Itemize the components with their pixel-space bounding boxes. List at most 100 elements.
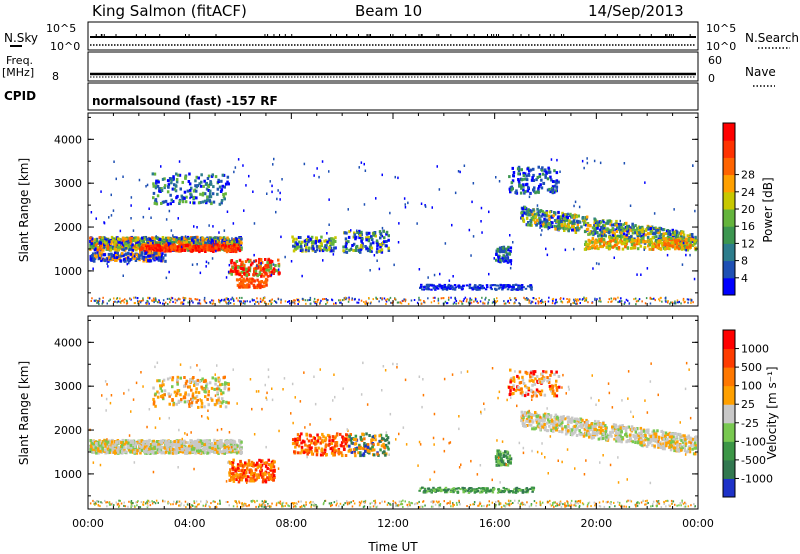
echo-cell bbox=[149, 239, 152, 243]
echo-cell bbox=[413, 299, 416, 301]
echo-cell bbox=[226, 298, 229, 301]
echo-cell bbox=[183, 249, 187, 252]
echo-cell bbox=[95, 217, 97, 220]
echo-cell bbox=[114, 247, 118, 251]
echo-cell bbox=[460, 300, 463, 303]
echo-cell bbox=[181, 200, 185, 204]
echo-cell bbox=[624, 301, 626, 304]
echo-cell bbox=[520, 186, 523, 190]
echo-cell bbox=[260, 274, 263, 278]
echo-cell bbox=[209, 189, 212, 193]
echo-cell bbox=[154, 297, 157, 300]
echo-cell bbox=[533, 186, 536, 190]
echo-cell bbox=[94, 252, 96, 255]
echo-cell bbox=[206, 247, 209, 251]
echo-cell bbox=[342, 245, 345, 249]
echo-cell bbox=[513, 288, 516, 291]
echo-cell bbox=[432, 284, 435, 287]
echo-cell bbox=[470, 301, 473, 304]
echo-cell bbox=[622, 223, 625, 227]
echo-cell bbox=[139, 239, 143, 243]
echo-cell bbox=[208, 248, 211, 252]
echo-cell bbox=[161, 252, 164, 256]
echo-cell bbox=[176, 245, 180, 249]
echo-cell bbox=[513, 302, 515, 305]
echo-cell bbox=[575, 302, 577, 305]
echo-cell bbox=[277, 271, 281, 275]
echo-cell bbox=[230, 272, 233, 276]
echo-cell bbox=[440, 297, 443, 300]
echo-cell bbox=[330, 241, 333, 245]
echo-cell bbox=[152, 182, 155, 186]
echo-cell bbox=[466, 298, 468, 301]
echo-cell bbox=[137, 301, 140, 304]
echo-cell bbox=[314, 239, 318, 243]
echo-cell bbox=[566, 298, 568, 300]
echo-cell bbox=[427, 285, 430, 288]
echo-cell bbox=[148, 297, 151, 300]
echo-cell bbox=[313, 174, 315, 177]
echo-cell bbox=[164, 301, 167, 304]
echo-cell bbox=[223, 451, 226, 455]
echo-cell bbox=[628, 239, 632, 243]
echo-cell bbox=[323, 239, 326, 243]
echo-cell bbox=[160, 239, 164, 243]
echo-cell bbox=[584, 243, 587, 246]
echo-cell bbox=[175, 178, 179, 181]
echo-cell bbox=[622, 235, 625, 239]
echo-cell bbox=[269, 261, 272, 265]
echo-cell bbox=[527, 173, 531, 177]
echo-cell bbox=[233, 302, 235, 305]
echo-cell bbox=[277, 264, 281, 268]
echo-cell bbox=[121, 248, 123, 251]
echo-cell bbox=[193, 445, 197, 449]
echo-cell bbox=[574, 227, 577, 230]
echo-cell bbox=[575, 300, 578, 303]
echo-cell bbox=[194, 241, 198, 245]
echo-cell bbox=[519, 191, 523, 195]
echo-cell bbox=[340, 301, 342, 304]
echo-cell bbox=[598, 233, 602, 237]
echo-cell bbox=[260, 280, 263, 284]
echo-cell bbox=[267, 258, 270, 262]
echo-cell bbox=[471, 288, 474, 291]
echo-cell bbox=[195, 175, 198, 179]
echo-cell bbox=[121, 239, 125, 243]
echo-cell bbox=[438, 188, 441, 191]
echo-cell bbox=[235, 270, 238, 274]
echo-cell bbox=[520, 286, 524, 289]
nsky-tick-bottom: 10^0 bbox=[50, 40, 80, 53]
echo-cell bbox=[496, 247, 499, 251]
echo-cell bbox=[575, 215, 578, 219]
echo-cell bbox=[360, 161, 363, 164]
echo-cell bbox=[526, 167, 529, 171]
echo-cell bbox=[348, 230, 351, 234]
echo-cell bbox=[99, 244, 102, 248]
echo-cell bbox=[233, 263, 237, 267]
echo-cell bbox=[593, 230, 596, 234]
echo-cell bbox=[577, 299, 580, 302]
echo-cell bbox=[334, 236, 337, 240]
echo-cell bbox=[538, 173, 542, 177]
echo-cell bbox=[236, 240, 239, 244]
echo-cell bbox=[239, 277, 242, 281]
echo-cell bbox=[623, 238, 627, 242]
echo-cell bbox=[156, 242, 159, 246]
echo-cell bbox=[501, 258, 505, 262]
echo-cell bbox=[260, 301, 263, 303]
echo-cell bbox=[515, 299, 517, 302]
echo-cell bbox=[151, 239, 155, 243]
echo-cell bbox=[347, 208, 349, 211]
echo-cell bbox=[420, 283, 423, 286]
echo-cell bbox=[381, 234, 384, 238]
echo-cell bbox=[262, 299, 265, 302]
echo-cell bbox=[97, 246, 100, 250]
echo-cell bbox=[244, 300, 246, 303]
velocity-data bbox=[89, 361, 698, 509]
echo-cell bbox=[166, 202, 170, 206]
echo-cell bbox=[175, 172, 178, 176]
echo-cell bbox=[152, 442, 155, 446]
echo-cell bbox=[132, 229, 135, 232]
echo-cell bbox=[255, 301, 257, 304]
echo-cell bbox=[562, 297, 565, 300]
